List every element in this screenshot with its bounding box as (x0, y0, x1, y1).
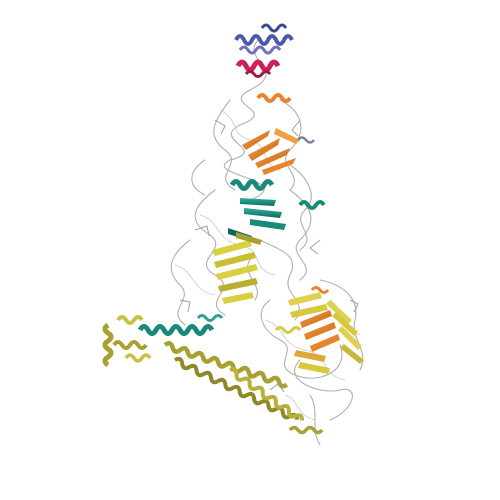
orange-sheet-upper (242, 128, 315, 175)
teal-helix-lower (137, 314, 224, 336)
long-olive-helix-3 (229, 367, 305, 421)
magenta-helix (235, 59, 281, 78)
coil-fragments (179, 119, 359, 393)
blue-helix-top (234, 23, 294, 55)
olive-helix-left-cluster (102, 315, 152, 368)
right-lower-domain (274, 286, 364, 374)
long-olive-helix-1 (163, 341, 289, 389)
orange-helix-upper (256, 93, 292, 103)
yellow-sheet-middle (212, 232, 262, 304)
olive-helix-tail (288, 425, 324, 435)
long-olive-helix-2 (173, 356, 300, 420)
